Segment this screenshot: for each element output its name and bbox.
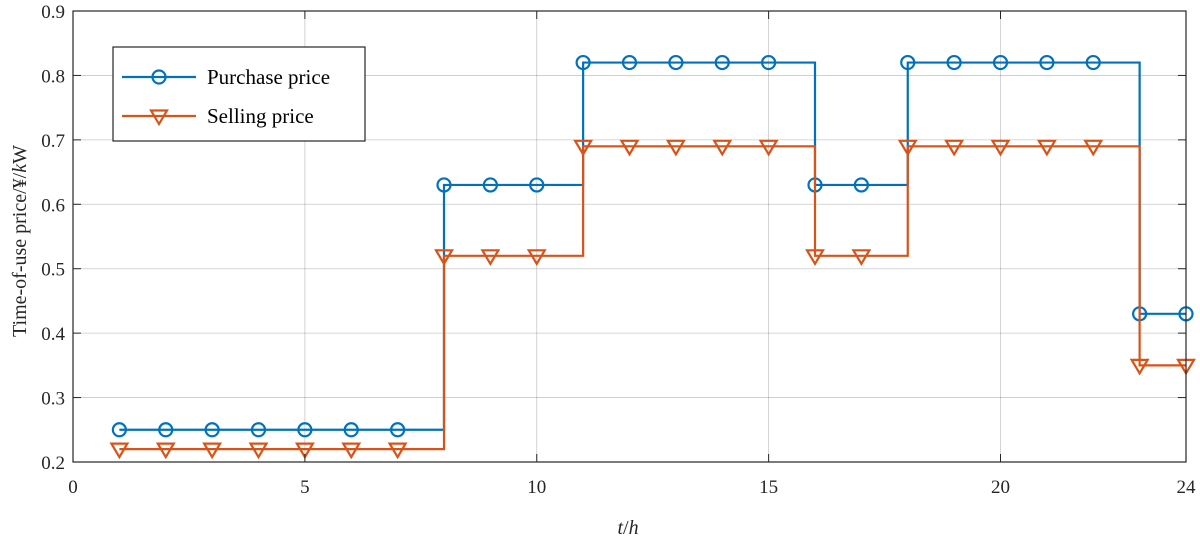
y-tick-label: 0.6 — [41, 195, 65, 216]
y-tick-label: 0.2 — [41, 453, 65, 474]
data-point — [851, 249, 872, 266]
data-point — [805, 249, 825, 266]
legend-swatch-marker — [149, 109, 169, 127]
x-tick-label: 10 — [527, 477, 546, 498]
data-point — [436, 177, 452, 193]
data-point — [434, 249, 454, 266]
y-tick-label: 0.7 — [41, 131, 65, 152]
data-point — [202, 442, 223, 460]
legend-entry: Selling price — [122, 104, 314, 128]
data-point — [712, 139, 733, 157]
y-tick-label: 0.4 — [41, 324, 65, 345]
data-point — [946, 54, 962, 71]
y-tick-label: 0.9 — [41, 2, 65, 23]
data-point — [480, 249, 501, 266]
data-point — [109, 442, 130, 460]
data-point — [990, 139, 1011, 157]
series-selling-price — [109, 139, 1196, 460]
legend-entry: Purchase price — [122, 65, 330, 89]
data-point — [482, 177, 498, 193]
legend-label: Purchase price — [207, 65, 330, 89]
y-tick-label: 0.5 — [41, 260, 65, 281]
data-point — [1085, 54, 1101, 71]
data-point — [573, 139, 594, 157]
series-line — [119, 61, 1186, 431]
x-tick-label: 5 — [300, 477, 310, 498]
data-point — [343, 422, 359, 438]
x-tick-label: 0 — [68, 477, 78, 498]
data-point — [155, 442, 176, 460]
data-point — [250, 422, 267, 438]
data-point — [111, 422, 127, 438]
data-point — [341, 442, 362, 460]
data-point — [900, 54, 916, 71]
data-point — [575, 54, 591, 71]
x-tick-label: 24 — [1177, 477, 1197, 498]
data-point — [758, 139, 779, 157]
data-point — [526, 249, 547, 266]
series-layer — [109, 54, 1196, 460]
data-point — [529, 177, 545, 193]
y-tick-label: 0.8 — [41, 66, 65, 87]
data-point — [714, 54, 730, 71]
data-point — [204, 422, 220, 438]
series-line — [119, 145, 1186, 451]
data-point — [387, 442, 408, 460]
x-tick-label: 20 — [991, 477, 1010, 498]
data-point — [297, 422, 313, 438]
plot-frame — [72, 10, 1187, 463]
y-tick-label: 0.3 — [41, 389, 65, 410]
data-point — [390, 422, 406, 438]
data-point — [158, 422, 174, 438]
data-point — [1036, 139, 1057, 157]
data-point — [1039, 54, 1055, 71]
data-point — [1129, 358, 1150, 376]
legend-label: Selling price — [207, 104, 314, 128]
ticks: 0 5 10 15 20 24 0.2 0.3 0.4 0.5 0.6 0.7 0.8 0.9 — [41, 2, 1196, 498]
y-axis-label: Time-of-use price/¥/kW — [9, 145, 31, 337]
data-point — [294, 442, 315, 460]
data-point — [668, 54, 684, 71]
data-point — [897, 139, 918, 157]
series-purchase-price — [111, 54, 1194, 438]
legend-box — [112, 46, 366, 142]
data-point — [665, 139, 686, 157]
data-point — [621, 54, 638, 71]
data-point — [1083, 139, 1104, 157]
data-point — [944, 139, 965, 157]
data-point — [992, 54, 1009, 71]
legend: Purchase price Selling price — [112, 46, 366, 142]
x-tick-label: 15 — [759, 477, 778, 498]
x-axis-label: t/h — [617, 517, 638, 539]
legend-swatch-marker — [151, 69, 167, 85]
data-point — [761, 54, 777, 71]
data-point — [619, 139, 640, 157]
data-point — [248, 442, 269, 460]
data-point — [853, 177, 869, 193]
